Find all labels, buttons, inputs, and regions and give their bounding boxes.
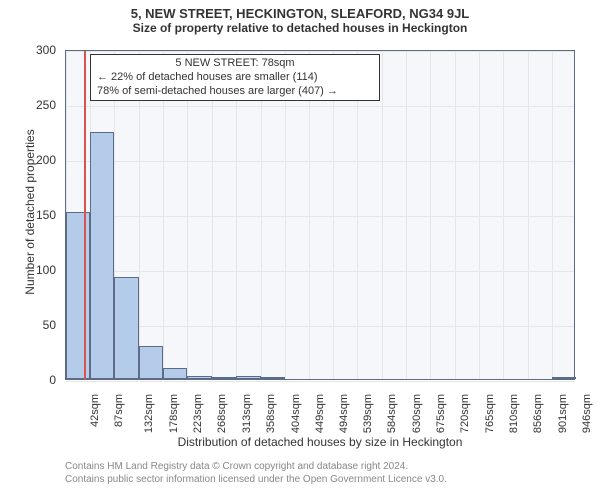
x-tick-label: 675sqm: [435, 394, 447, 433]
x-tick-label: 584sqm: [386, 394, 398, 433]
footer-line-1: Contains HM Land Registry data © Crown c…: [65, 460, 575, 473]
x-tick-label: 268sqm: [217, 394, 229, 433]
x-tick-label: 132sqm: [144, 394, 156, 433]
x-tick-label: 765sqm: [484, 394, 496, 433]
x-tick-label: 810sqm: [508, 394, 520, 433]
x-tick-label: 539sqm: [362, 394, 374, 433]
x-tick-label: 178sqm: [168, 394, 180, 433]
x-axis-label: Distribution of detached houses by size …: [65, 435, 575, 449]
chart-container: Number of detached properties 0501001502…: [0, 0, 600, 500]
footer-line-2: Contains public sector information licen…: [65, 473, 575, 486]
x-tick-label: 946sqm: [581, 394, 593, 433]
x-tick-label: 901sqm: [557, 394, 569, 433]
footer-attribution: Contains HM Land Registry data © Crown c…: [65, 460, 575, 486]
x-tick-label: 358sqm: [265, 394, 277, 433]
x-tick-label: 494sqm: [338, 394, 350, 433]
x-axis-ticks: 42sqm 87sqm 132sqm 178sqm 223sqm 268sqm 313sqm…: [0, 0, 600, 500]
x-tick-label: 42sqm: [89, 394, 101, 427]
x-tick-label: 313sqm: [241, 394, 253, 433]
x-tick-label: 404sqm: [290, 394, 302, 433]
x-tick-label: 630sqm: [411, 394, 423, 433]
x-tick-label: 449sqm: [314, 394, 326, 433]
x-tick-label: 223sqm: [192, 394, 204, 433]
x-tick-label: 720sqm: [460, 394, 472, 433]
x-tick-label: 856sqm: [533, 394, 545, 433]
x-tick-label: 87sqm: [113, 394, 125, 427]
